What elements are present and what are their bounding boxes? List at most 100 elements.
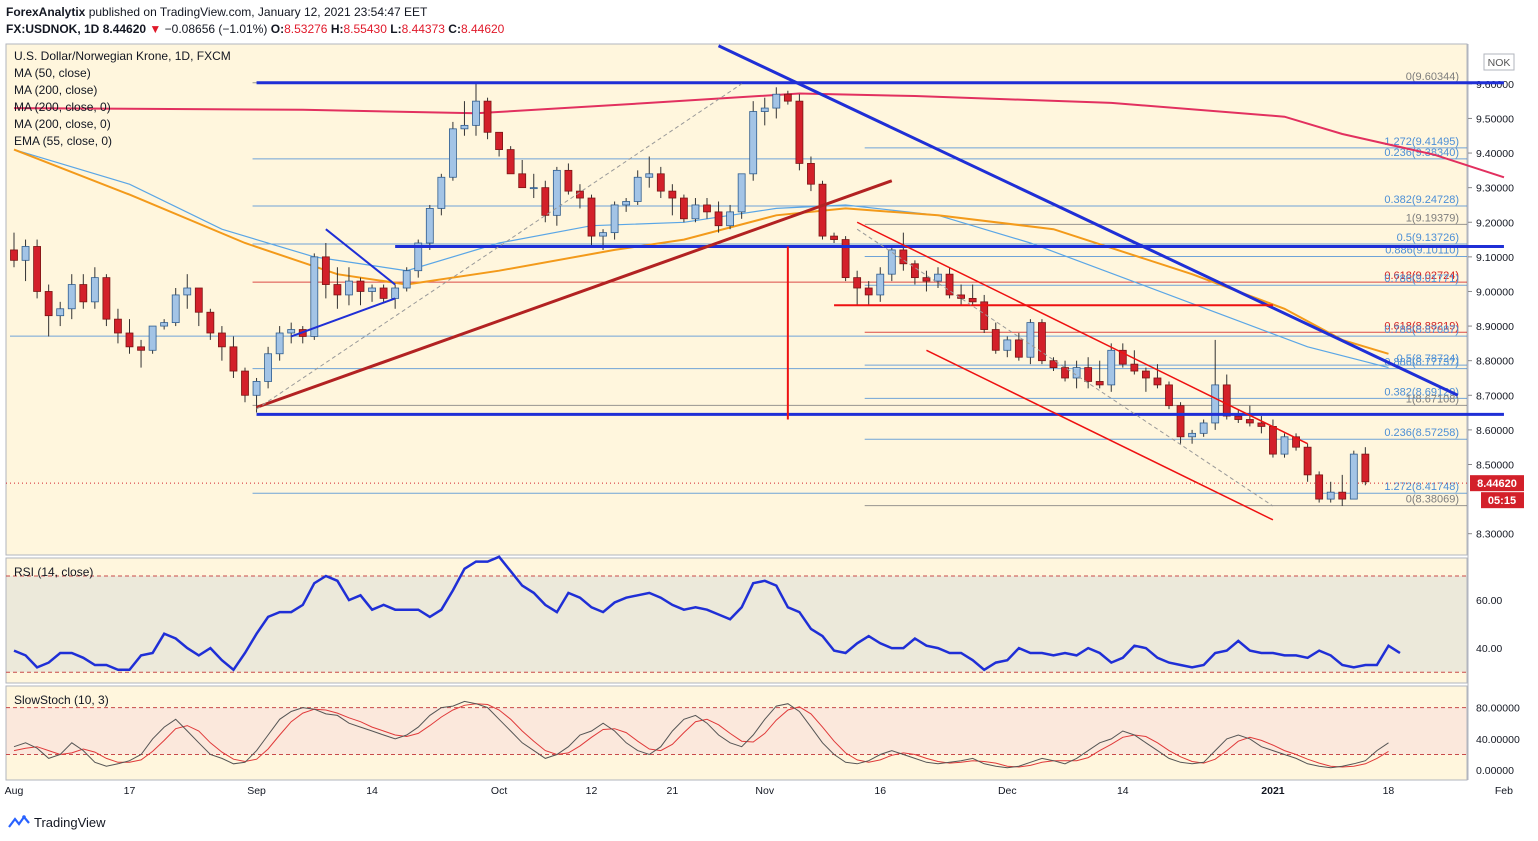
y-tick-label: 8.60000 <box>1476 425 1514 437</box>
candle-body <box>1176 405 1185 438</box>
candle-body <box>633 176 642 202</box>
candle-body <box>818 183 827 237</box>
candle-body <box>241 370 249 396</box>
currency-badge <box>1483 53 1515 71</box>
candle-body <box>1003 339 1012 351</box>
y-tick-label: 9.60000 <box>1476 79 1514 91</box>
rising-trendline <box>256 179 893 409</box>
candle-body <box>853 277 862 289</box>
candle-body <box>1257 422 1266 427</box>
candle-body <box>275 332 284 355</box>
y-tick-label: 9.00000 <box>1476 286 1514 298</box>
candle-body <box>1153 377 1162 386</box>
legend-item: MA (50, close) <box>14 66 91 80</box>
candle-body <box>229 346 238 372</box>
x-tick-label: Nov <box>755 785 774 797</box>
pennant-upper <box>325 228 396 286</box>
currency-badge-label: NOK <box>1488 57 1511 69</box>
candle-body <box>1211 384 1220 424</box>
rsi-line <box>13 555 1401 672</box>
fib-level-label: 0(8.38069) <box>1406 494 1459 506</box>
down-arrow-icon: ▼ <box>149 22 162 36</box>
chart-area[interactable]: 9.60000 9.50000 9.40000 9.30000 9.20000 9.100… <box>0 40 1538 810</box>
y-tick-label: 8.70000 <box>1476 390 1514 402</box>
candle-body <box>783 93 792 102</box>
candle-body <box>321 256 330 285</box>
legend-item: MA (200, close, 0) <box>14 117 111 131</box>
fib-level-label: 0.618(8.88219) <box>1384 320 1459 332</box>
pennant-lower <box>290 297 396 338</box>
pane-border <box>5 43 1468 556</box>
candle-body <box>1188 432 1196 438</box>
candle-body <box>102 277 111 320</box>
fib-level-label: 1.272(9.41495) <box>1384 136 1459 148</box>
publisher-name[interactable]: ForexAnalytix <box>6 5 86 19</box>
candle-body <box>472 100 480 126</box>
candle-body <box>67 284 76 310</box>
last-price: 8.44620 <box>102 22 147 36</box>
candle-body <box>437 176 446 209</box>
descending-channel-lower <box>926 349 1274 521</box>
fib-level-label: 0.5(9.13726) <box>1397 232 1459 244</box>
stoch-tick-label: 40.00000 <box>1476 734 1520 746</box>
candle-body <box>1084 367 1093 382</box>
ohlc-line: FX:USDNOK, 1D 8.44620 ▼ −0.08656 (−1.01%… <box>6 22 504 36</box>
candle-body <box>1349 453 1358 500</box>
fib-level-label: 0.236(9.38340) <box>1384 147 1459 159</box>
fib-level-label: 0.618(9.02724) <box>1384 270 1459 282</box>
candle-body <box>749 111 758 175</box>
countdown-label: 05:15 <box>1488 495 1516 507</box>
candle-body <box>264 353 273 382</box>
candle-body <box>1315 474 1324 500</box>
last-price-badge-label: 8.44620 <box>1477 478 1517 490</box>
fib-level-label: 0(9.60344) <box>1406 71 1459 83</box>
candle-body <box>518 173 527 189</box>
stoch-label: SlowStoch (10, 3) <box>14 693 109 707</box>
stoch-d-line <box>13 703 1389 768</box>
x-tick-label: 14 <box>366 785 378 797</box>
candle-body <box>1303 446 1312 476</box>
candle-body <box>1061 367 1069 379</box>
fib-level-label: 1(9.19379) <box>1406 212 1459 224</box>
candle-body <box>622 201 631 206</box>
legend-item: U.S. Dollar/Norwegian Krone, 1D, FXCM <box>14 49 231 63</box>
publish-line: ForexAnalytix published on TradingView.c… <box>6 5 427 19</box>
candle-body <box>1049 360 1058 368</box>
candle-body <box>887 249 896 275</box>
candle-body <box>56 308 65 317</box>
stoch-k-line <box>13 700 1389 769</box>
fib-level-label: 0.886(8.77737) <box>1384 357 1459 369</box>
candle-body <box>44 291 53 317</box>
open-label: O: <box>270 22 285 36</box>
fib-diagonal-2 <box>856 228 1274 507</box>
countdown-badge <box>1481 492 1524 509</box>
candle-body <box>703 204 711 213</box>
candle-body <box>599 232 607 237</box>
candle-body <box>1338 491 1347 500</box>
y-tick-label: 9.40000 <box>1476 148 1514 160</box>
pane-border <box>5 557 1468 684</box>
high-value: 8.55430 <box>343 22 387 36</box>
candle-body <box>691 204 700 220</box>
candle-body <box>483 100 492 133</box>
x-tick-label: 14 <box>1117 785 1129 797</box>
candle-body <box>772 93 781 109</box>
y-tick-label: 9.20000 <box>1476 217 1514 229</box>
candle-body <box>899 249 908 265</box>
footer-brand[interactable]: TradingView <box>34 814 106 830</box>
candle-body <box>1269 426 1277 455</box>
x-tick-label: Aug <box>5 785 24 797</box>
candle-body <box>252 381 261 396</box>
candle-body <box>795 100 804 164</box>
downtrend-channel-line <box>717 44 1459 397</box>
candle-body <box>726 211 734 227</box>
y-tick-label: 8.50000 <box>1476 459 1514 471</box>
candle-body <box>1199 422 1208 434</box>
close-value: 8.44620 <box>460 22 505 36</box>
candle-body <box>807 163 815 185</box>
candle-body <box>495 131 504 150</box>
x-tick-label: 12 <box>586 785 598 797</box>
candle-body <box>379 287 388 299</box>
candle-body <box>656 173 665 192</box>
x-tick-label: 21 <box>667 785 679 797</box>
